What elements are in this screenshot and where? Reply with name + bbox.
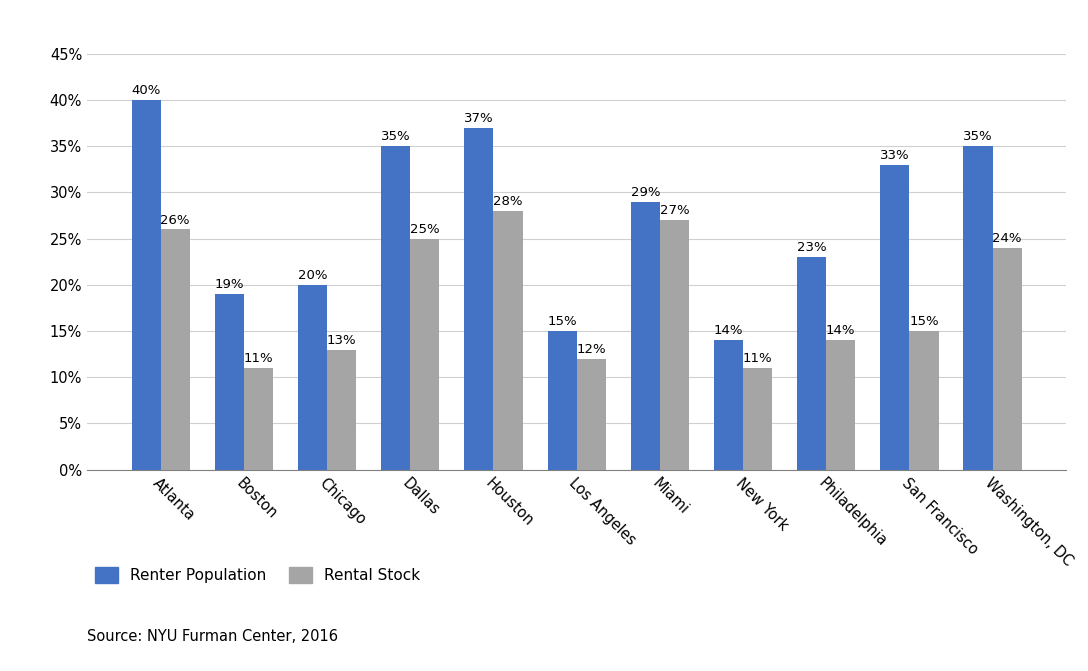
Text: 15%: 15%: [910, 315, 939, 328]
Bar: [161, 229, 189, 470]
Bar: [826, 340, 855, 470]
Text: 11%: 11%: [244, 352, 273, 365]
Text: 15%: 15%: [547, 315, 577, 328]
Bar: [910, 331, 939, 470]
Text: 37%: 37%: [465, 112, 494, 125]
Text: 26%: 26%: [160, 213, 190, 227]
Bar: [798, 257, 826, 470]
Bar: [244, 368, 273, 470]
Text: 12%: 12%: [577, 343, 606, 356]
Text: 13%: 13%: [326, 333, 357, 347]
Bar: [214, 294, 244, 470]
Bar: [298, 285, 327, 470]
Bar: [547, 331, 577, 470]
Text: 40%: 40%: [132, 84, 161, 97]
Text: 35%: 35%: [381, 130, 410, 144]
Text: 11%: 11%: [743, 352, 772, 365]
Text: 27%: 27%: [659, 204, 689, 217]
Bar: [714, 340, 743, 470]
Text: 33%: 33%: [880, 149, 910, 162]
Text: 29%: 29%: [631, 186, 660, 199]
Bar: [577, 359, 606, 470]
Bar: [880, 164, 910, 470]
Text: 20%: 20%: [298, 269, 327, 282]
Bar: [631, 201, 659, 470]
Bar: [494, 211, 522, 470]
Bar: [410, 239, 440, 470]
Text: 28%: 28%: [493, 195, 522, 208]
Text: 19%: 19%: [214, 278, 244, 291]
Bar: [659, 220, 689, 470]
Bar: [743, 368, 772, 470]
Bar: [992, 248, 1022, 470]
Text: Source: NYU Furman Center, 2016: Source: NYU Furman Center, 2016: [87, 629, 338, 644]
Text: 24%: 24%: [992, 232, 1022, 245]
Bar: [132, 100, 161, 470]
Bar: [327, 350, 356, 470]
Text: 35%: 35%: [963, 130, 993, 144]
Bar: [465, 127, 494, 470]
Bar: [381, 146, 410, 470]
Text: 14%: 14%: [714, 325, 743, 338]
Bar: [964, 146, 992, 470]
Text: 25%: 25%: [410, 223, 440, 236]
Legend: Renter Population, Rental Stock: Renter Population, Rental Stock: [95, 567, 420, 583]
Text: 23%: 23%: [796, 242, 827, 254]
Text: 14%: 14%: [826, 325, 855, 338]
